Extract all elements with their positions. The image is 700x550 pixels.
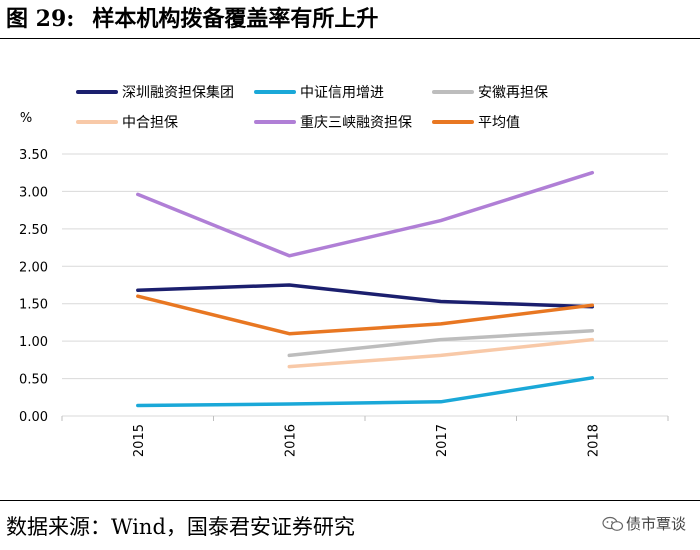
y-tick-label: 3.50 (19, 148, 48, 163)
legend-label: 平均值 (478, 115, 520, 131)
figure-title: 样本机构拨备覆盖率有所上升 (92, 6, 379, 32)
watermark-text: 债市覃谈 (625, 515, 686, 533)
legend-label: 重庆三峡融资担保 (300, 115, 412, 131)
y-tick-label: 1.00 (19, 335, 48, 350)
x-tick-label: 2016 (283, 424, 298, 457)
x-tick-label: 2017 (435, 424, 450, 457)
y-axis-unit: % (20, 111, 32, 126)
line-chart: 0.00 0.50 1.00 1.50 2.00 2.50 3.00 3.50% 2015 201… (19, 84, 669, 457)
y-tick-label: 2.50 (19, 223, 48, 238)
y-tick-label: 3.00 (19, 185, 48, 200)
watermark: 债市覃谈 (602, 513, 686, 534)
legend-label: 安徽再担保 (478, 85, 548, 101)
y-tick-label: 2.00 (19, 260, 48, 275)
series-line (287, 337, 595, 369)
y-tick-label: 0.00 (19, 410, 48, 425)
figure-number: 图 29: (6, 6, 75, 32)
y-tick-label: 0.50 (19, 373, 48, 388)
source-note: 数据来源：Wind，国泰君安证券研究 (6, 515, 355, 539)
series-line (136, 170, 595, 258)
legend-label: 中合担保 (122, 115, 178, 131)
x-tick-label: 2018 (586, 424, 601, 457)
chart-title: 图 29: 样本机构拨备覆盖率有所上升 (6, 0, 378, 38)
title-divider (0, 38, 700, 39)
x-tick-label: 2015 (132, 424, 147, 457)
series-line (136, 294, 595, 336)
legend-label: 深圳融资担保集团 (122, 84, 234, 101)
series-line (136, 283, 595, 309)
y-tick-label: 1.50 (19, 298, 48, 313)
wechat-chat-icon (602, 516, 624, 531)
source-divider (0, 500, 700, 501)
series-line (136, 376, 595, 408)
series-line (287, 328, 595, 358)
legend-label: 中证信用增进 (300, 85, 384, 101)
